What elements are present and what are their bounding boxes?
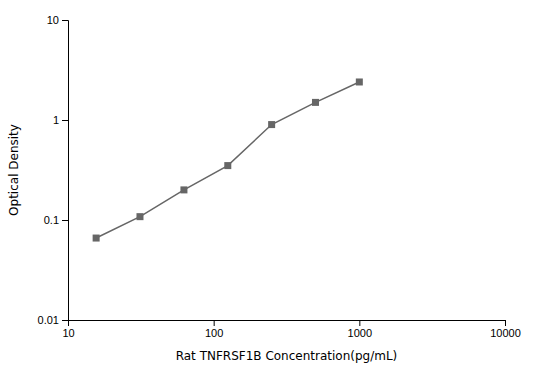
tick-mark bbox=[214, 320, 215, 326]
axis-line bbox=[62, 21, 69, 321]
axis-line bbox=[69, 321, 506, 327]
y-axis-title: Optical Density bbox=[7, 124, 21, 216]
tick-label: 1000 bbox=[348, 327, 372, 339]
tick: 1 bbox=[53, 114, 68, 126]
marker bbox=[356, 78, 363, 85]
tick-label: 0.1 bbox=[44, 214, 59, 226]
tick: 0.01 bbox=[38, 314, 68, 326]
tick-label: 10000 bbox=[490, 327, 521, 339]
x-axis: 10 100 1000 10000 bbox=[62, 320, 520, 339]
tick: 10000 bbox=[490, 320, 521, 339]
marker bbox=[312, 99, 319, 106]
tick-label: 10 bbox=[62, 327, 74, 339]
marker bbox=[93, 235, 100, 242]
y-axis: 0.01 0.1 1 10 bbox=[38, 14, 69, 326]
tick-mark bbox=[359, 320, 360, 326]
tick: 1000 bbox=[348, 320, 372, 339]
tick-mark bbox=[62, 320, 68, 321]
tick: 10 bbox=[62, 320, 74, 339]
marks bbox=[93, 78, 363, 241]
chart: 10 100 1000 10000 0.01 0.1 1 10 Rat TNFRSF1B Con… bbox=[0, 0, 533, 372]
tick-label: 10 bbox=[47, 14, 59, 26]
tick: 100 bbox=[205, 320, 223, 339]
marker bbox=[268, 121, 275, 128]
tick-label: 0.01 bbox=[38, 314, 59, 326]
tick-mark bbox=[62, 220, 68, 221]
plot: 10 100 1000 10000 0.01 0.1 1 10 Rat TNFRSF1B Con… bbox=[7, 14, 521, 363]
tick-mark bbox=[505, 320, 506, 326]
marker bbox=[180, 186, 187, 193]
tick-label: 100 bbox=[205, 327, 223, 339]
line bbox=[96, 82, 359, 238]
tick: 0.1 bbox=[44, 214, 68, 226]
marker bbox=[136, 213, 143, 220]
x-axis-title: Rat TNFRSF1B Concentration(pg/mL) bbox=[176, 349, 398, 363]
marker bbox=[224, 162, 231, 169]
tick-label: 1 bbox=[53, 114, 59, 126]
tick: 10 bbox=[47, 14, 68, 26]
tick-mark bbox=[62, 20, 68, 21]
tick-mark bbox=[62, 120, 68, 121]
